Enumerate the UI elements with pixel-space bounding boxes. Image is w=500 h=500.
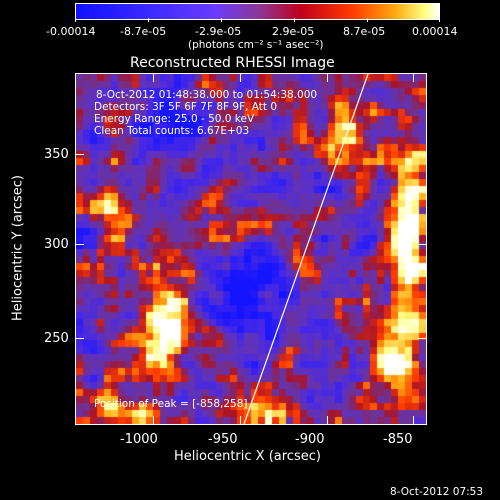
- colorbar-unit-label: (photons cm⁻² s⁻¹ asec⁻²): [188, 39, 324, 51]
- colorbar-tick: [221, 18, 222, 22]
- colorbar-label-min: -0.00014: [46, 25, 96, 38]
- colorbar-tick: [294, 18, 295, 22]
- solar-limb-line: [243, 74, 369, 424]
- x-tick-label-950: -950: [208, 432, 238, 447]
- info-energy-range: Energy Range: 25.0 - 50.0 keV: [94, 113, 255, 125]
- x-tick-top: [327, 74, 328, 82]
- x-tick-label-1000: -1000: [120, 432, 158, 447]
- x-tick-top: [153, 74, 154, 82]
- x-tick-top: [413, 74, 414, 82]
- info-clean-counts: Clean Total counts: 6.67E+03: [94, 125, 250, 137]
- y-tick-label-300: 300: [44, 237, 69, 252]
- y-tick-label-250: 250: [44, 331, 69, 346]
- rhessi-image-map: [76, 74, 426, 424]
- x-tick: [153, 416, 154, 424]
- y-axis-label: Heliocentric Y (arcsec): [10, 175, 26, 321]
- y-tick-right: [418, 338, 426, 339]
- y-tick: [76, 154, 84, 155]
- footer-timestamp: 8-Oct-2012 07:53: [390, 486, 484, 498]
- colorbar: [75, 3, 440, 20]
- colorbar-tick: [367, 18, 368, 22]
- limb-overlay: [243, 74, 369, 424]
- colorbar-label-4: 2.9e-05: [272, 25, 315, 38]
- x-tick: [240, 416, 241, 424]
- y-tick-label-350: 350: [44, 147, 69, 162]
- plot-title: Reconstructed RHESSI Image: [130, 55, 335, 71]
- colorbar-label-3: -2.9e-05: [195, 25, 242, 38]
- x-tick: [327, 416, 328, 424]
- y-tick: [76, 338, 84, 339]
- info-time-range: 8-Oct-2012 01:48:38.000 to 01:54:38.000: [96, 89, 318, 101]
- colorbar-tick: [148, 18, 149, 22]
- colorbar-tick: [75, 18, 76, 22]
- colorbar-tick: [439, 18, 440, 22]
- x-tick-label-900: -900: [295, 432, 325, 447]
- colorbar-label-5: 8.7e-05: [343, 25, 386, 38]
- y-tick: [76, 244, 84, 245]
- image-plot: [75, 73, 427, 425]
- info-peak-position: Position of Peak = [-858,258]: [94, 398, 248, 410]
- info-detectors: Detectors: 3F 5F 6F 7F 8F 9F, Att 0: [94, 101, 278, 113]
- x-tick-top: [240, 74, 241, 82]
- x-tick: [413, 416, 414, 424]
- x-tick-label-850: -850: [383, 432, 413, 447]
- colorbar-label-2: -8.7e-05: [120, 25, 167, 38]
- y-tick-right: [418, 154, 426, 155]
- x-axis-label: Heliocentric X (arcsec): [174, 449, 321, 464]
- y-tick-right: [418, 244, 426, 245]
- colorbar-label-max: 0.00014: [412, 25, 458, 38]
